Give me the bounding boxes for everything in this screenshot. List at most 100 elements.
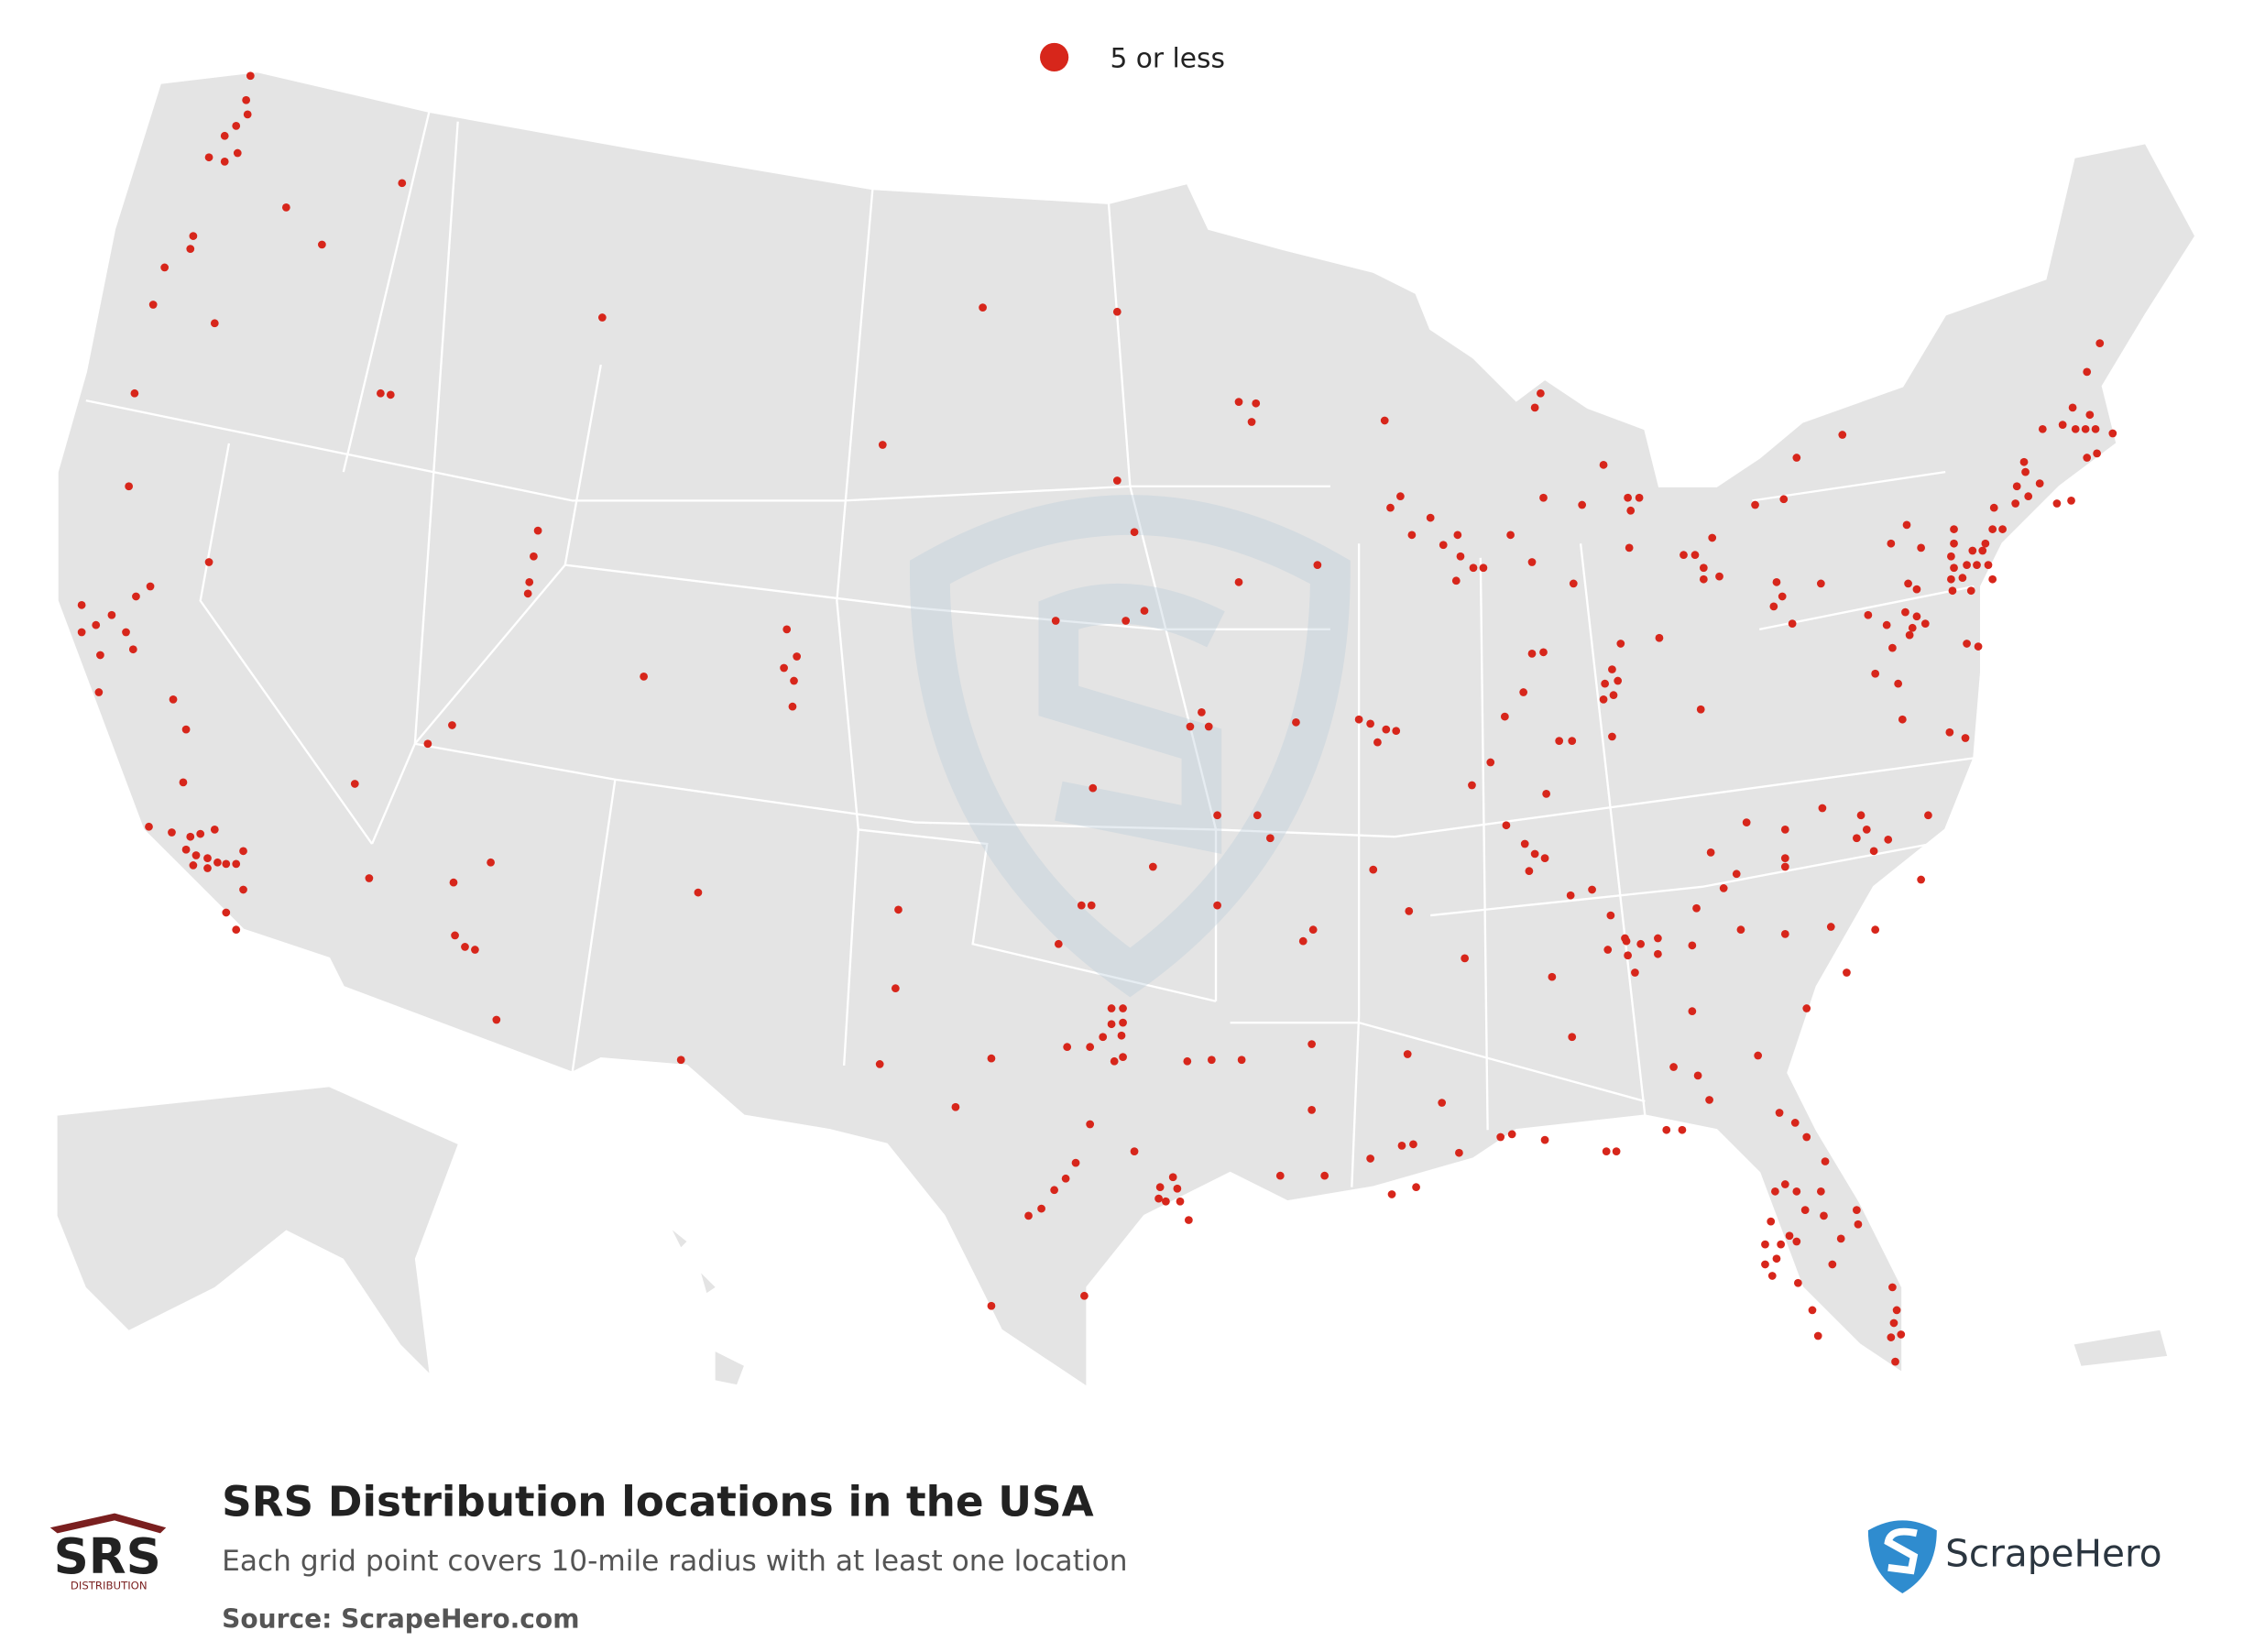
- location-dot: [1908, 623, 1917, 632]
- location-dot: [1998, 525, 2007, 533]
- location-dot: [318, 240, 326, 249]
- location-dot: [1802, 1004, 1811, 1012]
- location-dot: [1705, 1096, 1713, 1104]
- location-dot: [1530, 403, 1539, 412]
- location-dot: [1566, 891, 1575, 900]
- location-dot: [1696, 705, 1705, 714]
- location-dot: [2071, 424, 2080, 433]
- state-borders: [85, 111, 1975, 1187]
- legend-swatch: [1040, 42, 1069, 72]
- location-dot: [1635, 493, 1644, 502]
- location-dot: [1155, 1183, 1165, 1192]
- us-mainland: [56, 70, 2197, 1390]
- location-dot: [1769, 602, 1778, 611]
- location-dot: [471, 946, 479, 954]
- location-dot: [1821, 1157, 1830, 1165]
- location-dot: [1500, 712, 1509, 721]
- location-dot: [1772, 577, 1781, 586]
- location-dot: [1772, 1254, 1781, 1264]
- location-dot: [694, 888, 703, 897]
- location-dot: [1063, 1043, 1072, 1052]
- location-dot: [1780, 1180, 1789, 1188]
- location-dot: [1625, 543, 1634, 552]
- location-dot: [1519, 688, 1528, 696]
- location-dot: [232, 859, 241, 869]
- location-dot: [181, 845, 191, 854]
- location-dot: [1958, 574, 1967, 583]
- location-dot: [1426, 513, 1435, 522]
- location-dot: [1616, 640, 1625, 648]
- location-dot: [1917, 543, 1925, 552]
- srs-logo: SRS DISTRIBUTION: [49, 1513, 167, 1592]
- location-dot: [1140, 607, 1149, 615]
- location-dot: [894, 905, 903, 914]
- location-dot: [2038, 424, 2047, 433]
- location-dot: [1168, 1173, 1177, 1182]
- location-dot: [1777, 1240, 1786, 1249]
- location-dot: [1527, 650, 1537, 658]
- map: [56, 70, 2197, 1390]
- location-dot: [1912, 612, 1921, 621]
- location-dot: [1948, 586, 1957, 596]
- location-dot: [1382, 725, 1391, 734]
- location-dot: [1988, 574, 1997, 584]
- location-dot: [1555, 737, 1564, 745]
- location-dot: [1624, 951, 1632, 960]
- location-dot: [676, 1056, 685, 1065]
- location-dot: [1530, 849, 1539, 859]
- location-dot: [1984, 561, 1993, 569]
- location-dot: [196, 829, 205, 838]
- location-dot: [1853, 834, 1861, 843]
- location-dot: [1950, 525, 1958, 533]
- location-dot: [597, 313, 607, 322]
- location-dot: [1884, 835, 1893, 844]
- location-dot: [1767, 1272, 1777, 1280]
- location-dot: [1308, 1105, 1316, 1114]
- location-dot: [1614, 676, 1623, 685]
- location-dot: [1077, 901, 1086, 910]
- location-dot: [232, 122, 241, 130]
- location-dot: [232, 925, 241, 935]
- location-dot: [461, 943, 469, 951]
- location-dot: [148, 301, 158, 309]
- location-dot: [1148, 862, 1157, 871]
- location-dot: [1981, 539, 1990, 548]
- location-dot: [1080, 1291, 1089, 1300]
- location-dot: [1608, 665, 1616, 673]
- location-dot: [365, 874, 374, 882]
- location-dot: [1265, 834, 1275, 843]
- location-dot: [1961, 734, 1970, 742]
- location-dot: [1453, 531, 1462, 540]
- location-dot: [1051, 617, 1060, 625]
- location-dot: [1802, 1132, 1811, 1142]
- location-dot: [1988, 525, 1997, 533]
- location-dot: [186, 832, 195, 841]
- location-dot: [1882, 620, 1891, 629]
- location-dot: [204, 558, 213, 566]
- location-dot: [160, 263, 170, 272]
- location-dot: [1119, 1053, 1127, 1061]
- location-dot: [1871, 925, 1880, 935]
- location-dot: [1736, 925, 1745, 935]
- location-dot: [1692, 903, 1701, 913]
- location-dot: [1548, 972, 1557, 981]
- scrapehero-logo: ScrapeHero: [1867, 1520, 2162, 1593]
- location-dot: [875, 1060, 884, 1068]
- location-dot: [1112, 476, 1122, 485]
- location-dot: [1901, 607, 1909, 617]
- footer-title: SRS Distribution locations in the USA: [222, 1478, 1094, 1526]
- location-dot: [1207, 1056, 1216, 1065]
- location-dot: [1107, 1004, 1116, 1012]
- location-dot: [1405, 907, 1414, 915]
- location-dot: [1626, 506, 1636, 515]
- location-dot: [891, 984, 900, 993]
- location-dot: [191, 851, 201, 859]
- location-dot: [1412, 1183, 1420, 1192]
- location-dot: [132, 592, 140, 601]
- location-dot: [2058, 421, 2067, 429]
- location-dot: [1479, 563, 1488, 573]
- location-dot: [1050, 1186, 1059, 1195]
- location-dot: [1130, 528, 1139, 537]
- location-dot: [1862, 826, 1871, 834]
- location-dot: [1486, 758, 1495, 767]
